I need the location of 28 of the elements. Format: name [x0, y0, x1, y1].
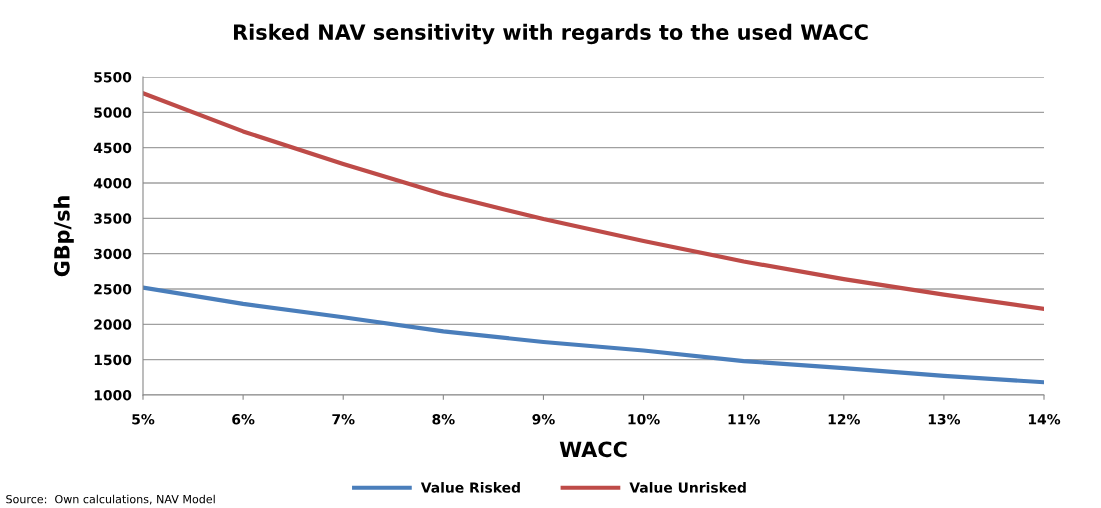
x-tick-label: 11%: [728, 414, 760, 425]
x-tick-label: 12%: [828, 414, 860, 425]
legend-label: Value Risked: [420, 482, 520, 493]
y-tick-label: 3500: [94, 213, 132, 224]
x-tick-label: 7%: [332, 414, 355, 425]
y-tick-label: 1000: [94, 389, 132, 401]
line-series: [143, 91, 1044, 311]
x-tick-label: 13%: [928, 414, 961, 425]
y-tick-label: 2000: [94, 319, 132, 330]
y-tick-label: 1500: [94, 354, 132, 366]
y-tick-label: 4500: [93, 142, 132, 154]
x-tick-label: 10%: [628, 414, 660, 425]
x-tick-label: 14%: [1028, 414, 1061, 425]
y-tick-label: 4000: [93, 177, 132, 189]
line-series: [143, 285, 1044, 385]
x-axis-title: WACC: [559, 441, 627, 458]
y-tick-label: 2500: [94, 283, 132, 295]
legend-label: Value Unrisked: [629, 482, 746, 493]
x-tick-label: 8%: [432, 414, 455, 425]
x-tick-label: 5%: [132, 414, 155, 425]
y-tick-label: 5000: [94, 107, 132, 118]
x-tick-label: 6%: [232, 414, 255, 425]
x-tick-label: 9%: [532, 414, 555, 425]
y-tick-label: 3000: [94, 248, 132, 260]
y-axis-title: GBp/sh: [53, 196, 74, 277]
y-tick-label: 5500: [94, 71, 132, 83]
source-note: Source: Own calculations, NAV Model: [6, 494, 215, 505]
chart-title: Risked NAV sensitivity with regards to the used WACC: [234, 23, 868, 45]
